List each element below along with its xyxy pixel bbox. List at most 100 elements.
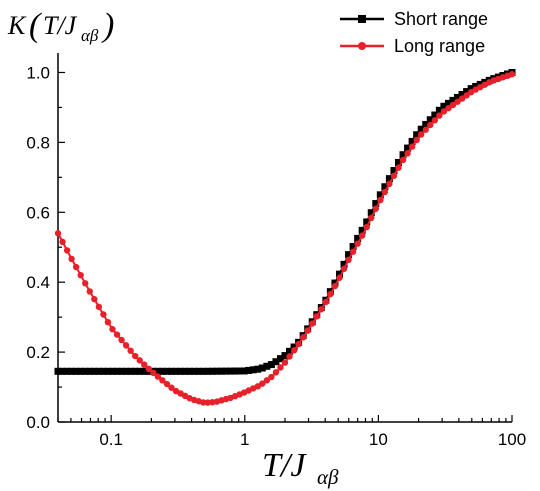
data-point: [113, 367, 121, 375]
data-point: [290, 343, 298, 351]
data-point: [390, 172, 398, 179]
data-point: [454, 93, 462, 101]
data-point: [463, 88, 471, 96]
data-point: [213, 367, 221, 375]
data-point: [413, 136, 420, 144]
data-point: [336, 274, 343, 282]
data-point: [63, 367, 71, 375]
data-point: [245, 366, 253, 374]
data-point: [217, 367, 225, 375]
data-point: [195, 367, 203, 375]
data-point: [267, 361, 275, 369]
data-point: [68, 367, 76, 375]
data-point: [440, 108, 448, 115]
data-point: [363, 223, 370, 231]
data-point: [150, 369, 157, 377]
data-point: [286, 353, 293, 360]
data-point: [322, 298, 330, 306]
data-point: [436, 112, 443, 119]
data-point: [427, 121, 434, 129]
data-point: [404, 144, 412, 152]
data-point: [127, 367, 135, 375]
data-point: [372, 205, 379, 212]
data-point: [358, 226, 366, 234]
data-point: [168, 384, 175, 391]
data-point: [426, 116, 434, 124]
data-point: [104, 367, 112, 375]
y-tick-label: 0.0: [26, 413, 50, 432]
data-point: [286, 347, 294, 355]
svg-text:T/J: T/J: [262, 447, 307, 484]
data-point: [372, 200, 380, 208]
data-point: [272, 358, 280, 366]
data-point: [59, 238, 66, 246]
data-point: [113, 331, 121, 338]
data-point: [449, 96, 457, 104]
data-point: [431, 117, 439, 124]
data-point: [299, 334, 307, 341]
y-axis-ticks: 0.0 0.2 0.4 0.6 0.8 1.0: [26, 63, 65, 432]
data-point: [263, 377, 271, 384]
data-point: [122, 367, 130, 375]
data-point: [204, 367, 212, 375]
data-point: [309, 320, 316, 327]
data-point: [318, 306, 325, 313]
data-point: [140, 367, 148, 375]
legend-item-short-range: Short range: [340, 9, 488, 29]
x-tick-label: 10: [369, 430, 388, 449]
data-point: [136, 367, 144, 375]
data-point: [199, 367, 207, 375]
y-tick-label: 0.6: [26, 203, 50, 222]
data-point: [440, 102, 448, 110]
data-point: [181, 367, 189, 375]
data-point: [435, 106, 443, 114]
data-point: [168, 367, 175, 375]
y-tick-label: 1.0: [26, 63, 50, 82]
data-point: [172, 367, 180, 375]
series-line: [58, 71, 513, 373]
data-point: [131, 367, 139, 375]
data-point: [508, 71, 516, 78]
svg-text:K: K: [7, 11, 27, 40]
data-point: [141, 361, 148, 368]
data-point: [463, 92, 470, 99]
data-point: [131, 352, 139, 360]
data-point: [358, 232, 366, 239]
data-point: [381, 188, 389, 196]
data-point: [431, 111, 439, 119]
data-point: [77, 271, 84, 279]
data-point: [95, 303, 103, 311]
data-point: [354, 240, 361, 247]
data-point: [54, 367, 62, 375]
data-point: [399, 156, 407, 164]
data-point: [200, 399, 207, 406]
data-point: [395, 164, 402, 171]
x-tick-label: 0.1: [99, 430, 123, 449]
data-point: [136, 357, 143, 364]
data-point: [458, 91, 466, 99]
data-point: [222, 367, 230, 375]
data-point: [354, 234, 362, 242]
data-point: [72, 263, 80, 271]
data-point: [90, 367, 98, 375]
y-tick-label: 0.2: [26, 343, 50, 362]
data-point: [118, 336, 125, 344]
data-point: [281, 359, 289, 366]
x-tick-label: 1: [240, 430, 249, 449]
data-point: [154, 373, 162, 380]
svg-text:αβ: αβ: [81, 26, 99, 45]
data-point: [404, 150, 411, 157]
data-point: [458, 95, 466, 102]
data-point: [249, 366, 257, 374]
data-point: [422, 126, 429, 133]
data-point: [399, 151, 407, 159]
data-point: [100, 311, 107, 318]
data-point: [327, 290, 334, 298]
data-point: [77, 367, 85, 375]
data-point: [127, 347, 134, 354]
data-point: [86, 367, 94, 375]
data-point: [99, 367, 107, 375]
legend-label: Short range: [394, 9, 488, 29]
data-point: [335, 270, 343, 278]
